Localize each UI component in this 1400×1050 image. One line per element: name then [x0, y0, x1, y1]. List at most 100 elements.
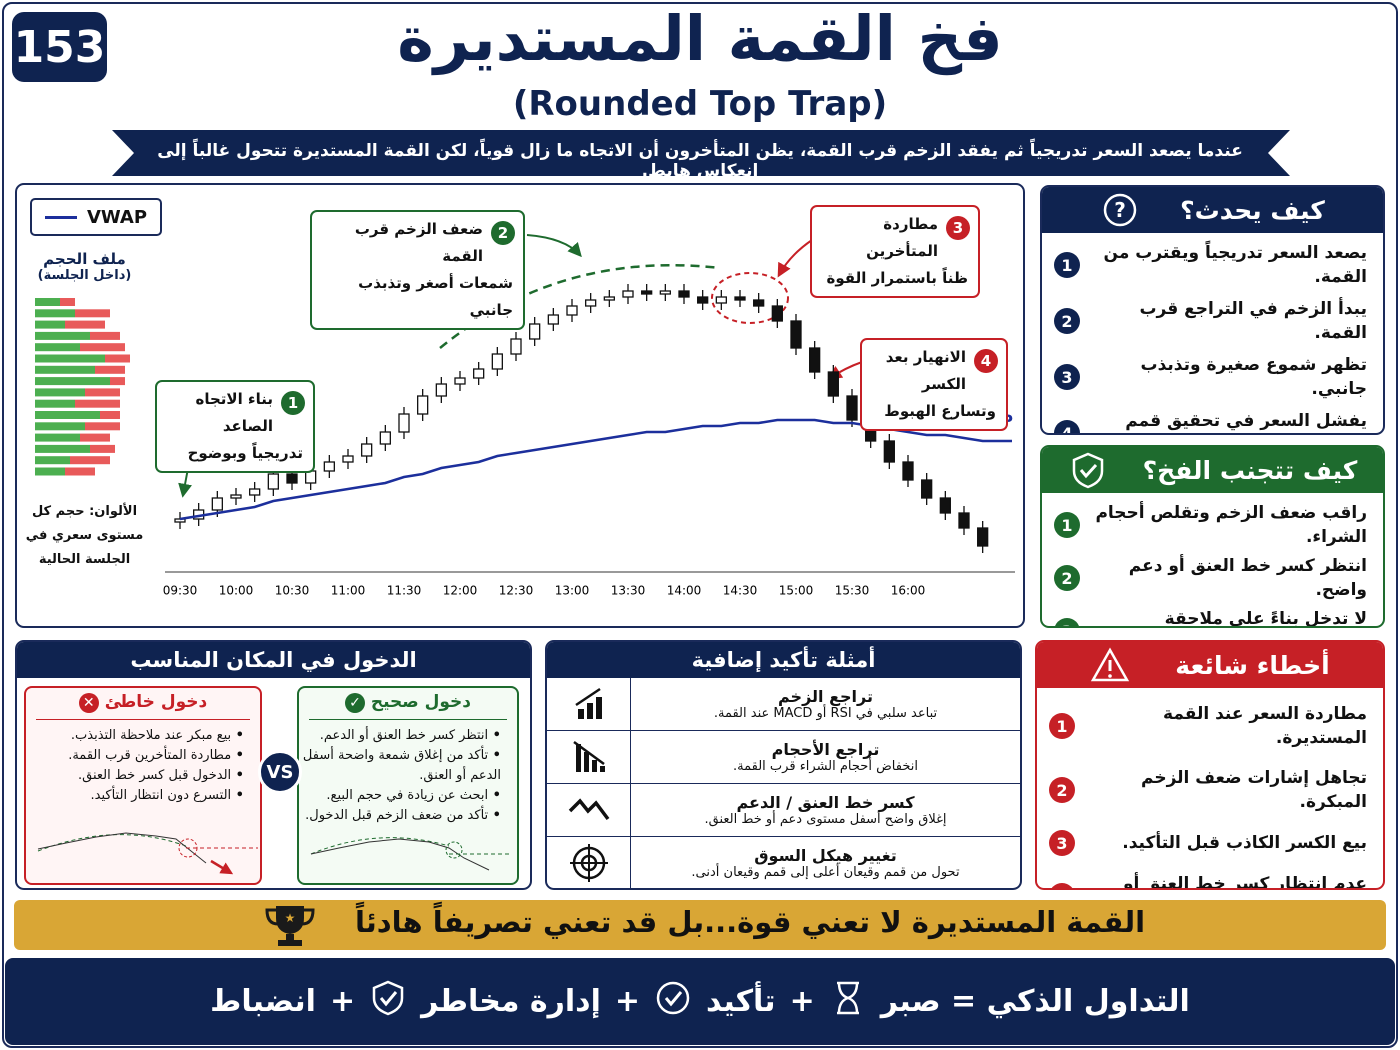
avoid-panel: كيف تتجنب الفخ؟ 1 راقب ضعف الزخم وتقلص أح… [1040, 445, 1385, 628]
chart: 09:30 10:00 10:30 11:00 11:30 12:00 12:30 13:00… [35, 234, 1015, 598]
candle [622, 290, 634, 298]
candle [417, 395, 429, 415]
item-text: راقب ضعف الزخم وتقلص أحجام الشراء. [1090, 501, 1367, 549]
item-text: يبدأ الزخم في التراجع قرب القمة. [1090, 297, 1367, 345]
icon [572, 740, 605, 772]
list-item: 1 يصعد السعر تدريجياً ويقترب من القمة. [1042, 241, 1383, 289]
confirm-desc: تحول من قمم وقيعان أعلى إلى قمم وقيعان أ… [691, 865, 960, 880]
arrow [526, 234, 582, 258]
text-line: تظهر شموع صغيرة وتذبذب جانبي. [1140, 355, 1367, 399]
x-tick-label: 14:30 [723, 584, 758, 598]
icon-svg [372, 980, 404, 1015]
callout-text: الانهيار بعد الكسر [885, 348, 966, 393]
separator: + [789, 984, 815, 1019]
candle [790, 320, 802, 349]
callout-number: 4 [974, 349, 998, 373]
bullet: بيع مبكر عند ملاحظة التذبذب. [26, 726, 244, 746]
callout-text: وتسارع الهبوط [884, 402, 996, 420]
icon [369, 979, 407, 1025]
volume-buy [35, 411, 100, 419]
panel-header: كيف تتجنب الفخ؟ [1042, 447, 1383, 493]
candle [286, 473, 298, 484]
confirm-title: تراجع الزخم [778, 687, 873, 706]
candle [566, 305, 578, 316]
volume-buy [35, 433, 80, 442]
volume-note: الألوان: حجم كل مستوى سعري في الجلسة الحال… [22, 500, 147, 572]
candle [267, 473, 279, 490]
text: (داخل الجلسة) [37, 268, 132, 283]
confirm-text: تراجع الزخم تباعد سلبي في RSI أو MACD عند… [631, 687, 1020, 721]
volume-buy [35, 444, 90, 453]
wrong-box: دخول خاطئ ✕ بيع مبكر عند ملاحظة التذبذب.… [24, 686, 262, 885]
candle [641, 290, 653, 295]
box-title: دخول خاطئ ✕ [36, 688, 250, 720]
footer-item: انضباط [210, 984, 316, 1019]
candle [771, 305, 783, 322]
legend-swatch [44, 215, 77, 219]
list: 1 يصعد السعر تدريجياً ويقترب من القمة. 2 يب… [1042, 233, 1383, 433]
list: 1 مطاردة السعر عند القمة المستديرة. 2 تجاهل… [1037, 688, 1383, 890]
icon: ? [1103, 193, 1137, 227]
volume-buy [35, 422, 85, 431]
candle [809, 347, 821, 373]
text-line: عدم انتظار كسر خط العنق أو الدعم. [1122, 874, 1367, 890]
confirm-desc: إغلاق واضح أسفل مستوى دعم أو خط العنق. [704, 812, 947, 827]
icon [829, 979, 867, 1025]
x-tick-label: 11:00 [331, 584, 366, 598]
text-line: انتظر كسر خط العنق أو دعم واضح. [1128, 556, 1367, 600]
svg-text:★: ★ [285, 911, 296, 925]
volume-sell [90, 444, 115, 453]
candle [529, 323, 541, 340]
volume-sell [70, 456, 110, 465]
item-number: 4 [1054, 420, 1080, 433]
volume-sell [75, 399, 120, 408]
candle [379, 431, 391, 445]
volume-buy [35, 298, 60, 306]
icon [569, 844, 608, 882]
legend-label: VWAP [86, 206, 148, 228]
candle [510, 338, 522, 355]
subtitle: (Rounded Top Trap) [512, 84, 888, 124]
callout-number: 1 [281, 391, 305, 415]
box-title: دخول صحيح ✓ [309, 688, 507, 720]
icon [568, 798, 609, 821]
item-number: 1 [1049, 713, 1075, 739]
icon-svg [656, 981, 690, 1014]
svg-text:?: ? [1114, 198, 1126, 222]
panel-title: أمثلة تأكيد إضافية [691, 648, 876, 672]
x-tick-label: 14:00 [667, 584, 702, 598]
item-number: 1 [1054, 512, 1080, 538]
confirm-title: كسر خط العنق / الدعم [736, 793, 915, 812]
volume-sell [65, 467, 95, 476]
item-text: يفشل السعر في تحقيق قمم قوية جديدة. [1090, 409, 1367, 433]
callout-text: مطاردة المتأخرين [866, 215, 938, 260]
candle [211, 497, 223, 511]
list-item: 4 يفشل السعر في تحقيق قمم قوية جديدة. [1042, 409, 1383, 433]
item-number: 2 [1049, 777, 1075, 803]
item-number: 3 [1054, 364, 1080, 390]
list-item: 1 مطاردة السعر عند القمة المستديرة. [1037, 702, 1383, 750]
icon [574, 687, 602, 719]
callout-text: شمعات أصغر وتذبذب جانبي [358, 274, 513, 319]
candle [342, 455, 354, 463]
candle [977, 527, 989, 547]
icon [654, 979, 692, 1025]
volume-sell [60, 298, 75, 306]
text-line: يفشل السعر في تحقيق قمم قوية جديدة. [1125, 411, 1367, 431]
item-text: يصعد السعر تدريجياً ويقترب من القمة. [1090, 241, 1367, 289]
highlight [711, 272, 789, 324]
bullet: ابحث عن زيادة في حجم البيع. [299, 786, 501, 806]
volume-buy [35, 377, 110, 386]
confirm-text: تغيير هيكل السوق تحول من قمم وقيعان أعلى … [631, 846, 1020, 880]
volume-sell [80, 343, 125, 352]
quote-bar [14, 900, 1386, 950]
volume-sell [110, 377, 125, 386]
confirm-title: تراجع الأحجام [771, 740, 880, 759]
footer-item: التداول الذكي = صبر [880, 984, 1190, 1019]
callout: 4 الانهيار بعد الكسر وتسارع الهبوط [860, 338, 1008, 431]
bullet: انتظر كسر خط العنق أو الدعم. [299, 726, 501, 746]
item-number: 4 [1049, 883, 1075, 888]
text-line: مطاردة السعر عند القمة المستديرة. [1163, 704, 1367, 748]
list-item: 2 تجاهل إشارات ضعف الزخم المبكرة. [1037, 766, 1383, 814]
